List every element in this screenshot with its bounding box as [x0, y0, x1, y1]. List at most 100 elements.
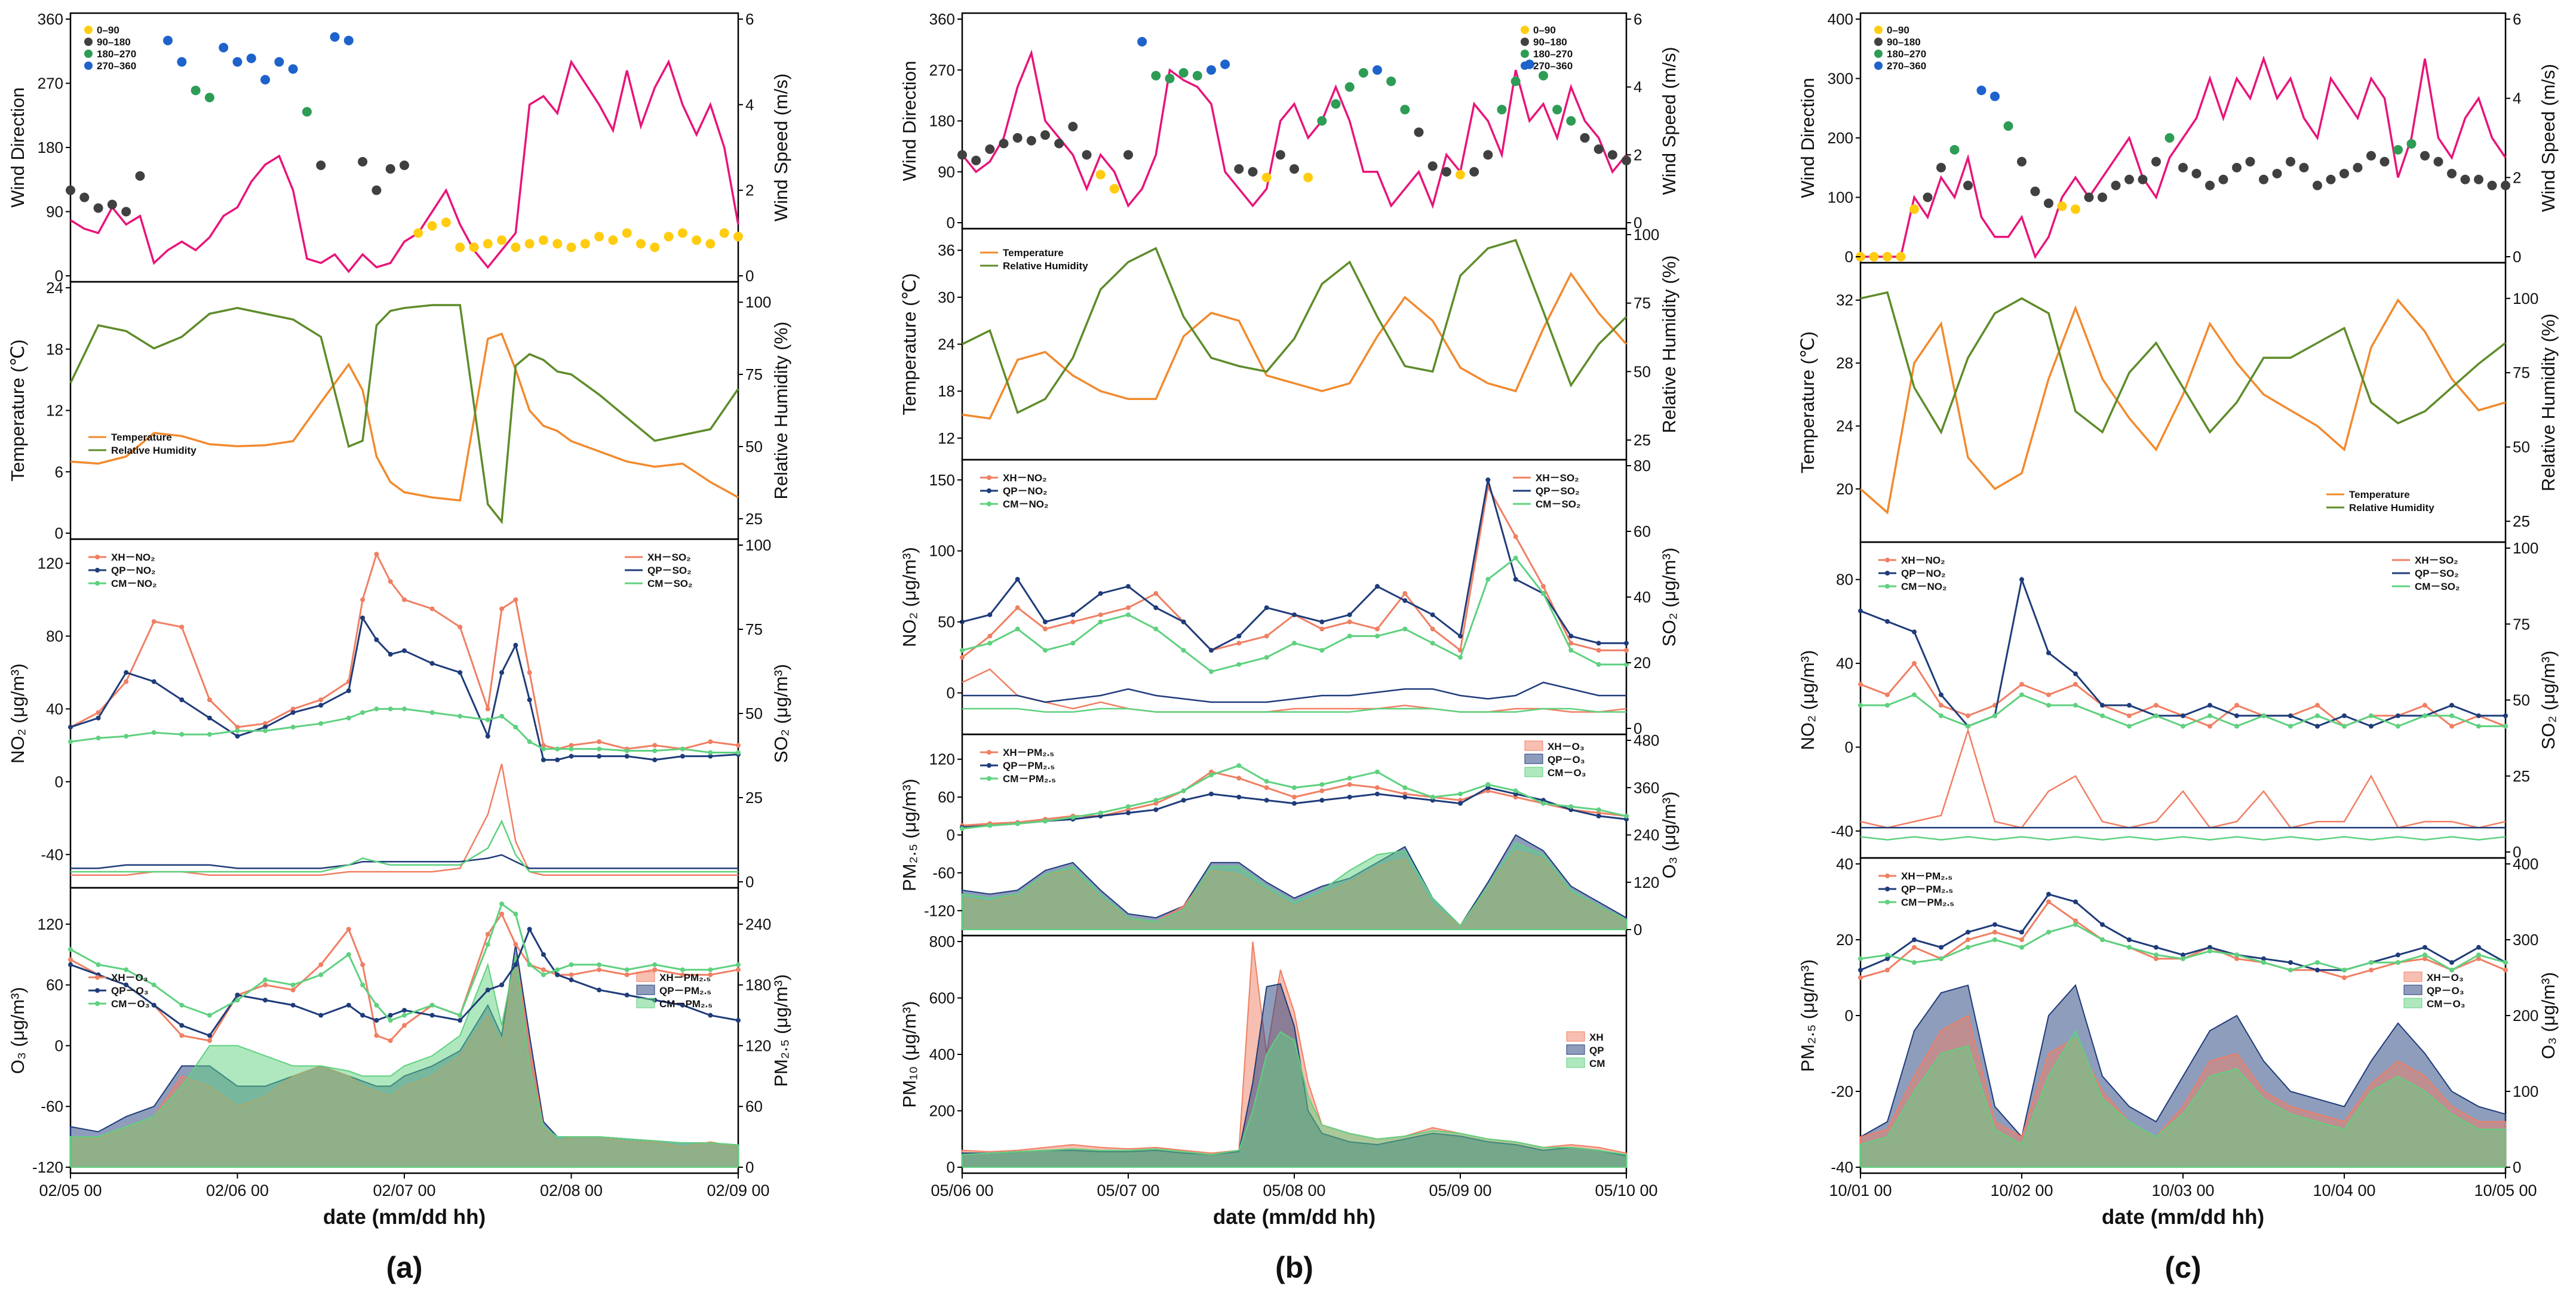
qp-no2-point: [96, 715, 101, 721]
legend-area-swatch: [2403, 998, 2423, 1008]
qp-no2-point: [346, 688, 351, 693]
legend-label: XH－NO₂: [111, 552, 155, 563]
wind-direction-point: [2151, 156, 2161, 167]
wind-direction-point: [1976, 85, 1987, 96]
qp-no2-point: [485, 734, 490, 739]
xh-no2-point: [429, 606, 435, 611]
qp-o3-point: [207, 1033, 212, 1038]
xh-pm-point: [1885, 967, 1890, 973]
y-tick-label-right: 180: [745, 976, 771, 994]
y-tick-label-right: 0: [2513, 843, 2521, 861]
cm-pm-point: [1485, 782, 1491, 787]
cm-no2-point: [68, 739, 73, 745]
y-tick-label-left: 80: [46, 627, 63, 645]
y-tick-label-left: 0: [55, 524, 63, 542]
y-tick-label-right: 50: [2513, 691, 2530, 709]
wind-direction-point: [79, 192, 90, 202]
xh-pm-point: [2234, 956, 2239, 961]
cm-no2-point: [1885, 703, 1890, 708]
y-tick-label-right: 6: [2513, 10, 2521, 28]
cm-pm-point: [1939, 956, 1943, 961]
xh-o3-point: [290, 988, 296, 993]
wind-direction-point: [2098, 192, 2107, 202]
qp-no2-point: [2369, 724, 2374, 729]
cm-pm-point: [1319, 782, 1325, 787]
wind-direction-point: [1317, 116, 1327, 126]
y-tick-label-right: 25: [745, 510, 763, 528]
cm-o3-area: [962, 842, 1627, 930]
qp-o3-point: [235, 992, 240, 998]
y-tick-label-right: 0: [745, 1158, 754, 1176]
wind-direction-point: [2433, 156, 2443, 167]
xh-no2-point: [987, 633, 993, 639]
cm-pm-point: [2261, 960, 2266, 965]
qp-no2-point: [597, 753, 602, 759]
wind-direction-point: [2286, 156, 2295, 167]
qp-no2-point: [1347, 612, 1352, 617]
cm-no2-point: [2288, 724, 2293, 729]
legend-area-swatch: [636, 971, 655, 982]
xh-no2-point: [2449, 724, 2454, 729]
y-axis-label-left: PM₁₀ (μg/m³): [899, 1001, 920, 1108]
cm-pm-point: [1402, 785, 1408, 790]
y-tick-label-left: 200: [929, 1102, 955, 1120]
wind-direction-point: [1344, 82, 1355, 92]
wind-direction-point: [2501, 180, 2510, 190]
wind-direction-point: [1137, 36, 1147, 47]
y-tick-label-left: -60: [41, 1097, 63, 1115]
legend-label: QP－SO₂: [2415, 568, 2459, 579]
legend-label: QP－SO₂: [1536, 485, 1580, 497]
y-tick-label-left: 20: [1836, 480, 1853, 498]
legend-label: XH: [1589, 1032, 1604, 1043]
legend-label: XH－SO₂: [1536, 472, 1579, 484]
legend-marker: [987, 488, 991, 493]
y-tick-label-right: 4: [2513, 90, 2521, 107]
cm-pm-point: [2127, 945, 2132, 950]
xh-no2-point: [458, 625, 463, 630]
cm-o3-point: [360, 982, 366, 988]
wind-direction-point: [427, 221, 437, 231]
panel-wind: 0 90 180 270 360 0 2 4 6 Wind Direction Wind Speed…: [7, 10, 791, 285]
xh-o3-point: [680, 972, 685, 977]
qp-o3-point: [429, 1013, 435, 1018]
wind-direction-point: [66, 185, 75, 195]
y-tick-label-right: 75: [2513, 364, 2530, 382]
qp-pm-point: [1347, 795, 1352, 800]
y-tick-label-right: 40: [1634, 588, 1651, 606]
wind-direction-point: [650, 242, 660, 253]
cm-no2-point: [346, 715, 351, 721]
cm-no2-point: [96, 736, 101, 741]
wind-direction-point: [2474, 174, 2483, 184]
qp-pm-point: [2423, 945, 2427, 950]
y-axis-label-left: Temperature (℃): [1797, 331, 1818, 473]
qp-no2-point: [527, 697, 532, 703]
xh-no2-point: [124, 679, 129, 684]
legend-marker: [95, 975, 100, 980]
y-tick-label-left: 0: [947, 1158, 955, 1176]
wind-direction-point: [999, 139, 1009, 149]
legend-marker: [1521, 38, 1529, 46]
xh-o3-point: [541, 967, 546, 973]
qp-no2-point: [290, 710, 296, 715]
qp-no2-point: [1430, 612, 1435, 617]
cm-no2-point: [708, 750, 713, 755]
qp-pm-point: [1402, 795, 1408, 800]
cm-o3-point: [179, 1002, 185, 1008]
y-tick-label-right: 80: [1634, 457, 1651, 475]
y-tick-label-right: 100: [2513, 290, 2538, 307]
y-tick-label-right: 0: [1634, 719, 1642, 737]
qp-no2-point: [360, 615, 366, 620]
cm-pm-point: [960, 826, 965, 831]
wind-direction-point: [1497, 104, 1507, 115]
cm-pm-point: [1264, 779, 1269, 784]
y-tick-label-right: 60: [1634, 522, 1651, 540]
qp-o3-point: [263, 998, 268, 1003]
wind-direction-point: [1289, 164, 1299, 174]
qp-no2-point: [1513, 577, 1518, 582]
wind-direction-point: [2299, 162, 2309, 173]
qp-pm-point: [1153, 807, 1159, 813]
cm-o3-point: [680, 967, 685, 973]
xh-pm-point: [1319, 788, 1325, 793]
y-tick-label-left: 90: [938, 163, 955, 181]
panel-o3_pm: -120 -60 0 60 120 0 120 240 360 480 PM₂.₅ (μg/m³) O…: [899, 731, 1680, 939]
